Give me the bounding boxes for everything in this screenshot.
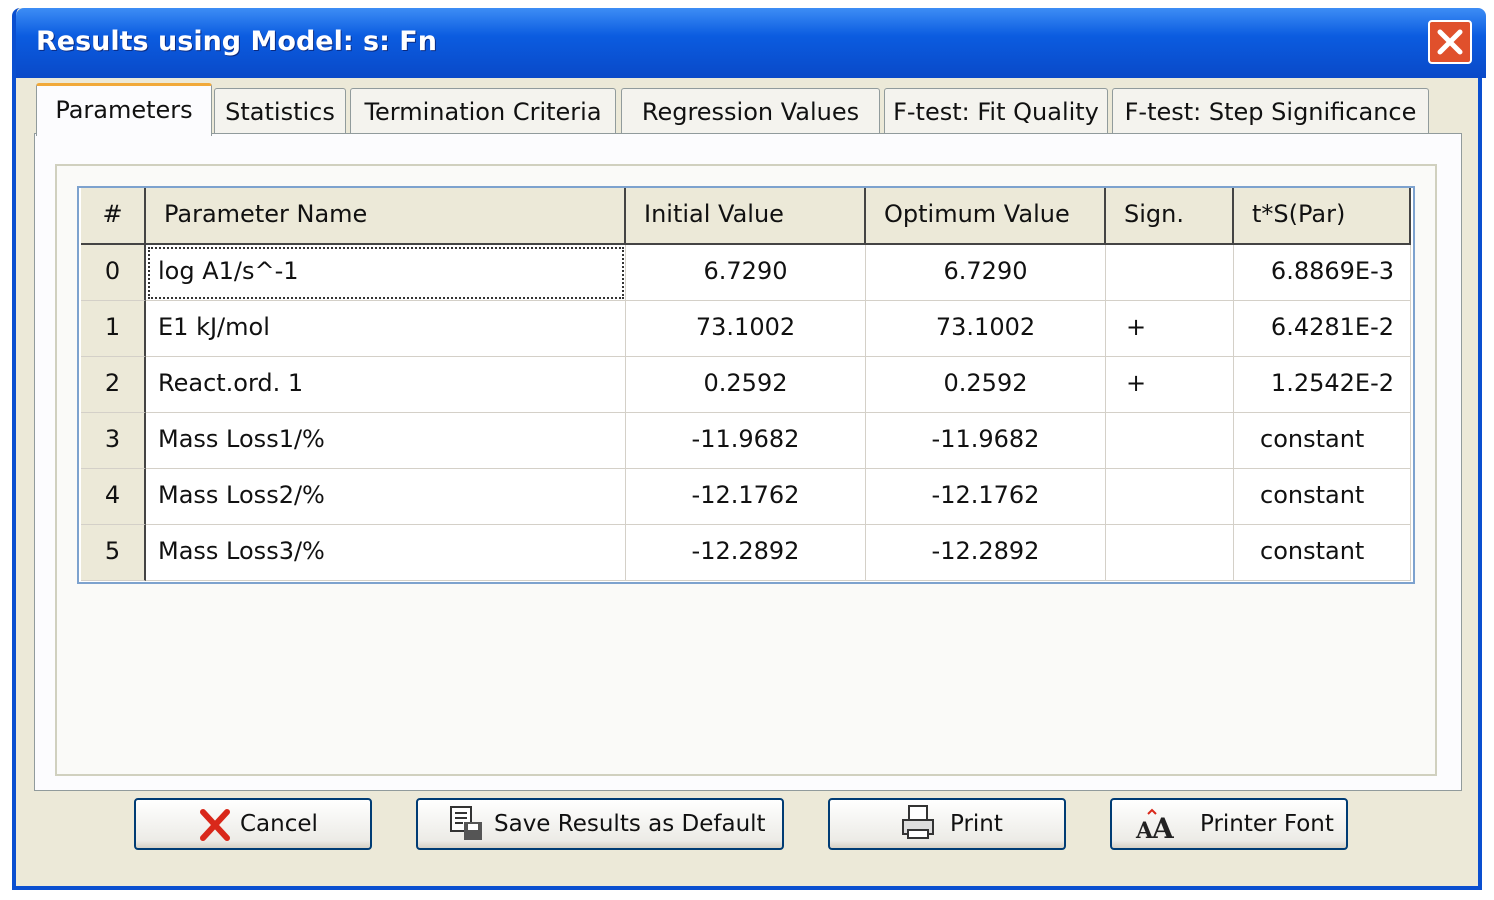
svg-text:A: A xyxy=(1151,812,1174,842)
row-number: 5 xyxy=(81,525,146,581)
table-cell: + xyxy=(1106,357,1234,413)
cancel-button[interactable]: Cancel xyxy=(134,798,372,850)
table-cell: 6.7290 xyxy=(626,245,866,301)
tab[interactable]: F-test: Fit Quality xyxy=(884,88,1108,134)
table-cell: 0.2592 xyxy=(866,357,1106,413)
table-cell xyxy=(1106,525,1234,581)
table-cell: 73.1002 xyxy=(626,301,866,357)
table-cell xyxy=(1106,413,1234,469)
table-cell xyxy=(1106,245,1234,301)
table-cell: -11.9682 xyxy=(866,413,1106,469)
table-cell: -12.2892 xyxy=(866,525,1106,581)
dialog-window: Results using Model: s: Fn Parameters St… xyxy=(12,8,1486,890)
button-label: Print xyxy=(950,811,1003,837)
table-cell: E1 kJ/mol xyxy=(146,301,626,357)
tab-panel: # Parameter Name Initial Value Optimum Valu… xyxy=(34,133,1462,791)
group-box: # Parameter Name Initial Value Optimum Valu… xyxy=(55,164,1437,776)
table-cell: -11.9682 xyxy=(626,413,866,469)
row-number: 2 xyxy=(81,357,146,413)
button-label: Save Results as Default xyxy=(494,811,766,837)
tab[interactable]: Regression Values xyxy=(621,88,880,134)
table-cell: 1.2542E-2 xyxy=(1234,357,1411,413)
column-header: t*S(Par) xyxy=(1234,188,1411,245)
cancel-icon xyxy=(200,809,230,841)
button-label: Printer Font xyxy=(1200,811,1334,837)
table-cell: 0.2592 xyxy=(626,357,866,413)
table-cell: 73.1002 xyxy=(866,301,1106,357)
row-number: 3 xyxy=(81,413,146,469)
table-cell: log A1/s^-1 xyxy=(146,245,626,301)
save-default-button[interactable]: Save Results as Default xyxy=(416,798,784,850)
table-cell: Mass Loss2/% xyxy=(146,469,626,525)
svg-text:A: A xyxy=(1135,818,1154,842)
print-icon xyxy=(902,805,934,839)
table-cell: -12.1762 xyxy=(866,469,1106,525)
row-number: 4 xyxy=(81,469,146,525)
table-cell: Mass Loss1/% xyxy=(146,413,626,469)
table-cell: 6.8869E-3 xyxy=(1234,245,1411,301)
button-label: Cancel xyxy=(240,811,318,837)
table-cell: -12.2892 xyxy=(626,525,866,581)
tab[interactable]: Parameters xyxy=(36,83,212,136)
column-header: Optimum Value xyxy=(866,188,1106,245)
title-bar: Results using Model: s: Fn xyxy=(16,8,1486,78)
table-cell: 6.4281E-2 xyxy=(1234,301,1411,357)
column-header: Sign. xyxy=(1106,188,1234,245)
table-cell: -12.1762 xyxy=(626,469,866,525)
results-table: # Parameter Name Initial Value Optimum Valu… xyxy=(77,186,1415,584)
table-cell xyxy=(1106,469,1234,525)
save-icon xyxy=(450,806,482,840)
font-icon: AA xyxy=(1135,808,1174,842)
table-cell: + xyxy=(1106,301,1234,357)
window-title: Results using Model: s: Fn xyxy=(36,26,437,57)
print-button[interactable]: Print xyxy=(828,798,1066,850)
table-cell: constant xyxy=(1234,525,1411,581)
column-header: Parameter Name xyxy=(146,188,626,245)
table-cell: Mass Loss3/% xyxy=(146,525,626,581)
close-button[interactable] xyxy=(1428,20,1472,64)
table-cell: constant xyxy=(1234,469,1411,525)
row-number: 1 xyxy=(81,301,146,357)
column-header: Initial Value xyxy=(626,188,866,245)
table-cell: 6.7290 xyxy=(866,245,1106,301)
table-cell: React.ord. 1 xyxy=(146,357,626,413)
tab[interactable]: Statistics xyxy=(214,88,346,134)
tab[interactable]: F-test: Step Significance xyxy=(1112,88,1429,134)
table-cell: constant xyxy=(1234,413,1411,469)
column-header: # xyxy=(81,188,146,245)
close-icon xyxy=(1437,29,1463,55)
tab[interactable]: Termination Criteria xyxy=(350,88,616,134)
row-number: 0 xyxy=(81,245,146,301)
